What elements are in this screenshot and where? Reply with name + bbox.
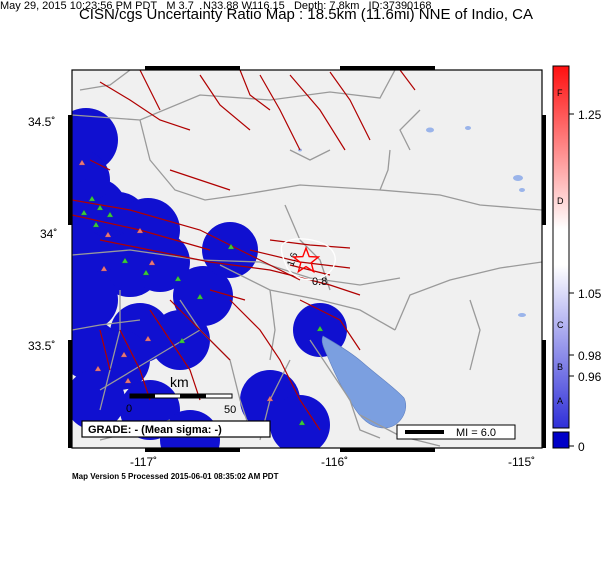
event-location: N33.88 W116.15 — [203, 0, 285, 12]
grade-letter-f: F — [557, 88, 563, 98]
grade-letter-c: C — [557, 320, 564, 330]
event-depth: Depth: 7.8km — [293, 0, 360, 12]
colorbar-tick-2: 1.05 — [578, 287, 602, 301]
grade-letter-d: D — [557, 196, 564, 206]
map-frame — [71, 69, 543, 449]
frame-ticks — [68, 66, 546, 452]
scale-bar: km 0 50 — [126, 374, 236, 416]
seismic-stations — [80, 195, 324, 426]
y-tick-1: 34.5˚ — [28, 115, 55, 129]
mi-legend-label: MI = 6.0 — [456, 427, 496, 439]
y-tick-3: 33.5˚ — [28, 339, 55, 353]
map-canvas: 1.6 0.8 — [72, 70, 542, 448]
event-date: May 29, 2015 10:23:56 PM PDT — [0, 0, 158, 12]
map-title: CISN/cgs Uncertainty Ratio Map : 18.5km … — [78, 6, 534, 23]
scale-bar-start: 0 — [126, 403, 132, 415]
scale-bar-end: 50 — [224, 404, 236, 416]
map-version-footer: Map Version 5 Processed 2015-06-01 08:35… — [72, 472, 279, 481]
grade-box: GRADE: - (Mean sigma: -) — [81, 420, 271, 438]
colorbar-tick-4: 0.96 — [578, 370, 602, 384]
x-tick-1: -117˚ — [130, 455, 157, 469]
salton-sea-lake — [321, 335, 406, 429]
land-background — [72, 70, 542, 448]
faults — [72, 70, 416, 431]
y-tick-2: 34˚ — [40, 227, 57, 241]
event-info-line: May 29, 2015 10:23:56 PM PDT M 3.7 N33.8… — [0, 0, 612, 12]
scale-bar-unit: km — [170, 374, 189, 390]
x-tick-3: -115˚ — [508, 455, 535, 469]
contour-label-1: 1.6 — [285, 251, 300, 268]
roads — [72, 70, 542, 447]
x-tick-2: -116˚ — [321, 455, 348, 469]
event-magnitude: M 3.7 — [166, 0, 194, 12]
colorbar-tick-1: 1.25 — [578, 108, 602, 122]
colorbar-tick-5: 0 — [578, 440, 585, 454]
epicenter-star — [291, 245, 321, 274]
colorbar-tick-3: 0.98 — [578, 349, 602, 363]
event-id: ID:37390168 — [368, 0, 432, 12]
colorbar: 1.25 1.05 0.98 0.96 0 F D C B A — [552, 65, 602, 454]
contour-line — [280, 238, 336, 281]
grade-letter-b: B — [557, 362, 563, 372]
strong-motion-stations — [78, 159, 274, 436]
mi-legend: MI = 6.0 — [396, 424, 516, 440]
contour-label-2: 0.8 — [312, 276, 327, 288]
small-lakes — [298, 126, 526, 317]
uncertainty-circles — [72, 108, 347, 448]
grade-label: GRADE: - (Mean sigma: -) — [88, 424, 222, 436]
grade-letter-a: A — [557, 396, 563, 406]
